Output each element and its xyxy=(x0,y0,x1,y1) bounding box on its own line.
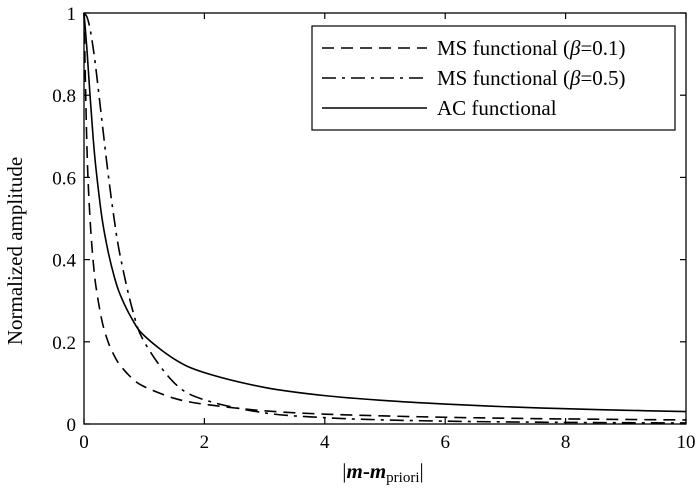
y-tick-label: 0.2 xyxy=(52,333,76,354)
series-line-1 xyxy=(83,12,687,421)
legend-label: MS functional (β=0.5) xyxy=(437,66,626,90)
x-axis-label: |m-mpriori| xyxy=(342,459,423,486)
series-line-2 xyxy=(83,12,687,424)
y-axis-label: Normalized amplitude xyxy=(3,157,27,345)
x-tick-label: 4 xyxy=(320,432,330,453)
series-line-3 xyxy=(83,12,687,413)
y-tick-label: 1 xyxy=(67,4,77,25)
x-tick-label: 0 xyxy=(79,432,89,453)
plot-area xyxy=(83,12,687,425)
x-axis-label-dash: - xyxy=(363,459,370,483)
x-tick-label: 8 xyxy=(561,432,571,453)
y-tick-label: 0.6 xyxy=(52,168,76,189)
x-axis-label-m2: m xyxy=(370,459,386,483)
plot-frame xyxy=(83,12,687,425)
legend-label: AC functional xyxy=(437,96,557,120)
y-tick-label: 0 xyxy=(67,415,77,436)
y-tick-label: 0.8 xyxy=(52,86,76,107)
ticks-layer: 0 2 4 6 8 10 0 0.2 0.4 0.6 0.8 1 xyxy=(52,4,695,453)
legend: MS functional (β=0.1) MS functional (β=0.… xyxy=(311,25,676,131)
x-axis-label-sub: priori xyxy=(386,470,419,486)
x-axis-label-bar-left: | xyxy=(342,459,346,483)
x-tick-label: 6 xyxy=(440,432,450,453)
x-axis-label-m: m xyxy=(346,459,362,483)
x-tick-label: 2 xyxy=(200,432,210,453)
y-tick-label: 0.4 xyxy=(52,251,76,272)
series-layer xyxy=(83,12,687,424)
x-axis-label-bar-right: | xyxy=(420,459,424,483)
x-tick-label: 10 xyxy=(677,432,696,453)
legend-label: MS functional (β=0.1) xyxy=(437,36,626,60)
